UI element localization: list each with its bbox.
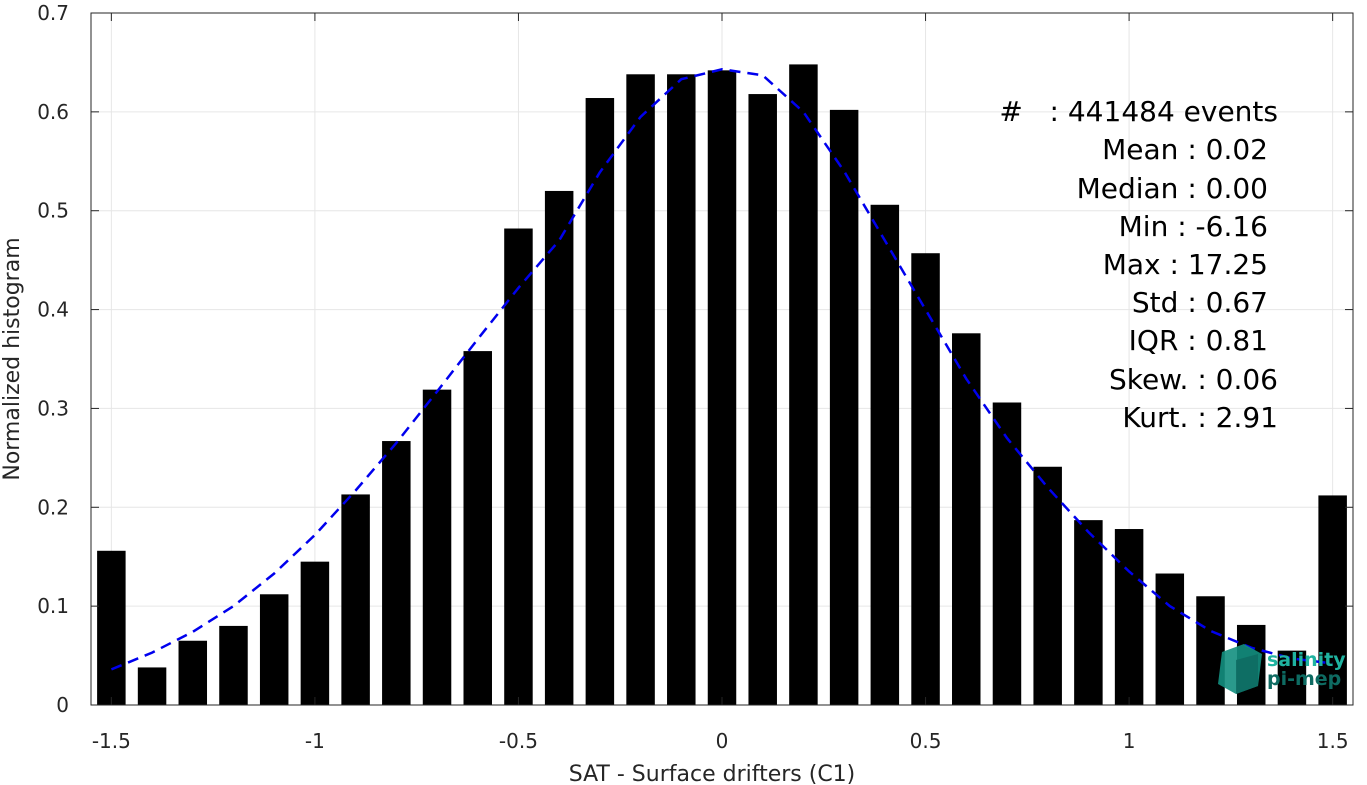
histogram-bar	[667, 74, 696, 705]
stat-min: Min : -6.16	[1119, 210, 1268, 243]
histogram-bar	[911, 253, 940, 706]
histogram-bar	[1114, 529, 1144, 705]
histogram-bar	[829, 109, 859, 705]
stat-std: Std : 0.67	[1132, 286, 1268, 319]
x-axis-ticks: -1.5 -1 -0.5 0 0.5 1 1.5	[92, 13, 1349, 753]
logo-text-pi-mep: pi-mep	[1267, 668, 1341, 690]
y-tick-label: 0	[56, 693, 69, 717]
stat-iqr: IQR : 0.81	[1129, 324, 1268, 357]
x-tick-label: -1.5	[92, 729, 131, 753]
histogram-bar	[97, 550, 126, 705]
histogram-bar	[1074, 520, 1103, 705]
histogram-bar	[992, 402, 1022, 705]
histogram-bars	[97, 64, 1347, 706]
statistics-box: # : 441484 events Mean : 0.02 Median : 0…	[999, 95, 1278, 434]
y-tick-label: 0.1	[37, 594, 69, 618]
histogram-bar	[870, 204, 900, 706]
x-axis-label: SAT - Surface drifters (C1)	[569, 762, 856, 785]
histogram-bar	[341, 494, 370, 705]
x-tick-label: -1	[305, 729, 325, 753]
y-axis-ticks: 0 0.1 0.2 0.3 0.4 0.5 0.6 0.7	[37, 1, 1353, 717]
stat-kurt: Kurt. : 2.91	[1122, 401, 1278, 434]
y-tick-label: 0.7	[37, 1, 69, 25]
histogram-bar	[626, 74, 655, 705]
histogram-bar	[504, 228, 533, 705]
x-tick-label: 0	[716, 729, 729, 753]
y-tick-label: 0.4	[37, 298, 69, 322]
histogram-bar	[544, 190, 574, 705]
histogram-bar	[748, 94, 777, 705]
histogram-bar	[707, 70, 737, 705]
histogram-bar	[1318, 495, 1347, 705]
stat-mean: Mean : 0.02	[1102, 133, 1268, 166]
stat-events: # : 441484 events	[999, 95, 1278, 128]
histogram-bar	[300, 561, 330, 705]
y-tick-label: 0.3	[37, 396, 69, 420]
x-tick-label: 1.5	[1317, 729, 1349, 753]
y-axis-label: Normalized histogram	[0, 237, 25, 480]
stat-median: Median : 0.00	[1077, 172, 1268, 205]
histogram-bar	[463, 351, 492, 705]
salinity-pi-mep-logo: salinity pi-mep	[1218, 644, 1346, 694]
histogram-bar	[585, 98, 615, 705]
logo-cube-face-icon	[1236, 654, 1258, 694]
y-tick-label: 0.2	[37, 495, 69, 519]
histogram-bar	[219, 625, 248, 705]
logo-text-salinity: salinity	[1267, 649, 1346, 671]
x-tick-label: 1	[1123, 729, 1136, 753]
histogram-bar	[137, 667, 167, 705]
stat-skew: Skew. : 0.06	[1109, 363, 1278, 396]
histogram-bar	[789, 64, 818, 706]
histogram-bar	[422, 389, 452, 705]
y-tick-label: 0.6	[37, 100, 69, 124]
histogram-bar	[1196, 596, 1225, 705]
stat-max: Max : 17.25	[1103, 248, 1268, 281]
x-tick-label: -0.5	[499, 729, 538, 753]
x-tick-label: 0.5	[910, 729, 942, 753]
histogram-bar	[382, 441, 411, 705]
y-tick-label: 0.5	[37, 199, 69, 223]
histogram-bar	[952, 333, 981, 705]
gaussian-fit-line	[110, 68, 1333, 671]
histogram-bar	[1033, 466, 1062, 705]
histogram-bar	[259, 594, 289, 705]
histogram-bar	[1155, 573, 1185, 705]
histogram-bar	[178, 640, 208, 705]
